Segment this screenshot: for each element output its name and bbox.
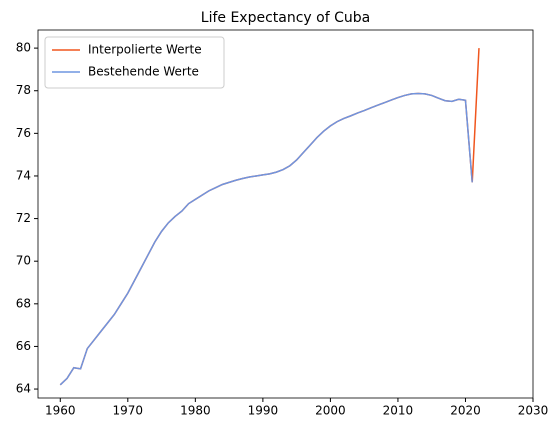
- x-tick-label: 2020: [450, 404, 481, 418]
- y-tick-label: 76: [16, 126, 31, 140]
- x-tick-label: 2000: [315, 404, 346, 418]
- y-tick-label: 70: [16, 254, 31, 268]
- y-tick-label: 68: [16, 296, 31, 310]
- legend-label: Bestehende Werte: [88, 65, 199, 79]
- y-tick-label: 74: [16, 168, 31, 182]
- x-tick-label: 2030: [518, 404, 549, 418]
- x-tick-label: 1960: [45, 404, 76, 418]
- x-tick-label: 1980: [180, 404, 211, 418]
- y-tick-label: 72: [16, 211, 31, 225]
- x-tick-label: 1970: [113, 404, 144, 418]
- plot-frame: [37, 29, 534, 399]
- legend-label: Interpolierte Werte: [88, 43, 202, 57]
- legend-box: [44, 36, 225, 89]
- chart-title: Life Expectancy of Cuba: [201, 10, 370, 26]
- y-tick-label: 64: [16, 382, 31, 396]
- series-line: [59, 48, 480, 386]
- x-tick-label: 2010: [383, 404, 414, 418]
- series-line: [59, 92, 473, 386]
- y-tick-label: 66: [16, 339, 31, 353]
- y-tick-label: 78: [16, 83, 31, 97]
- y-tick-label: 80: [16, 41, 31, 55]
- x-tick-label: 1990: [248, 404, 279, 418]
